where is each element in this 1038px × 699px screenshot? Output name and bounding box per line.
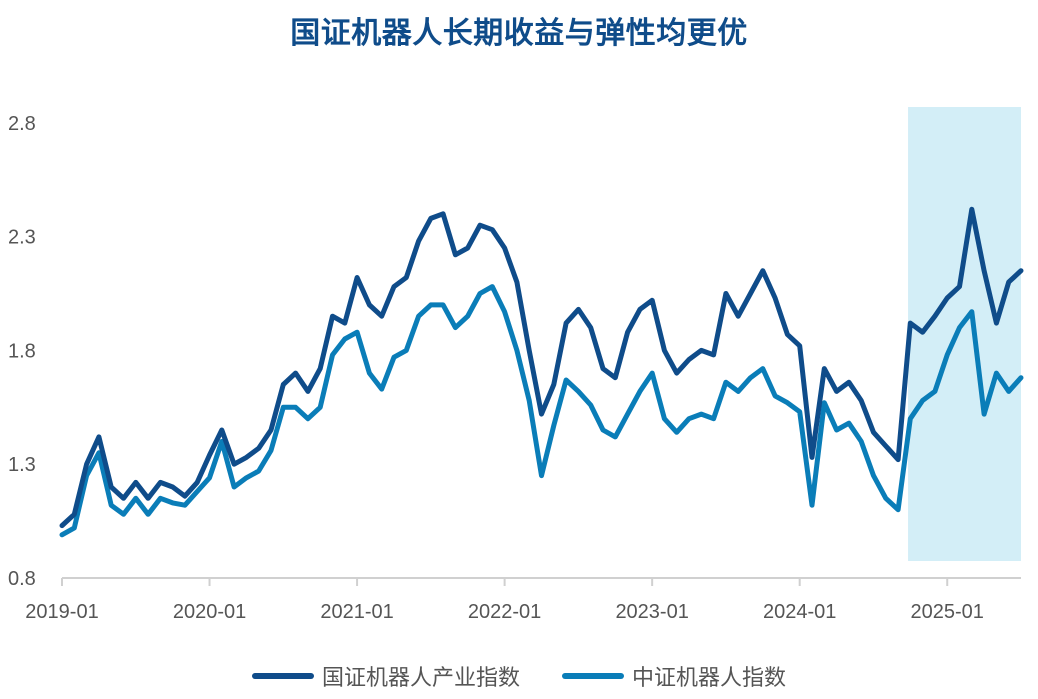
x-tick-label: 2024-01	[763, 601, 836, 623]
legend-swatch-industry	[251, 673, 314, 679]
series-line-industry-index	[59, 206, 1024, 529]
legend: 国证机器人产业指数 中证机器人指数	[0, 660, 1038, 692]
x-tick-label: 2025-01	[911, 601, 984, 623]
legend-item-csi: 中证机器人指数	[562, 660, 786, 692]
x-tick-label: 2020-01	[173, 601, 246, 623]
legend-label-csi: 中证机器人指数	[632, 666, 787, 691]
series-line-csi-robot-index	[59, 284, 1024, 538]
y-tick-label: 1.8	[8, 340, 36, 362]
x-tick-label: 2021-01	[320, 601, 393, 623]
legend-item-industry: 国证机器人产业指数	[251, 660, 520, 692]
legend-label-industry: 国证机器人产业指数	[321, 666, 520, 691]
x-tick-label: 2019-01	[25, 601, 98, 623]
y-tick-label: 2.8	[8, 113, 36, 135]
x-tick-label: 2022-01	[468, 601, 541, 623]
x-tick-label: 2023-01	[615, 601, 688, 623]
y-tick-label: 2.3	[8, 227, 36, 249]
chart-title: 国证机器人长期收益与弹性均更优	[290, 16, 748, 51]
legend-swatch-csi	[562, 673, 624, 679]
y-tick-label: 1.3	[8, 454, 36, 476]
highlight-band	[908, 107, 1021, 561]
y-tick-label: 0.8	[8, 568, 36, 590]
